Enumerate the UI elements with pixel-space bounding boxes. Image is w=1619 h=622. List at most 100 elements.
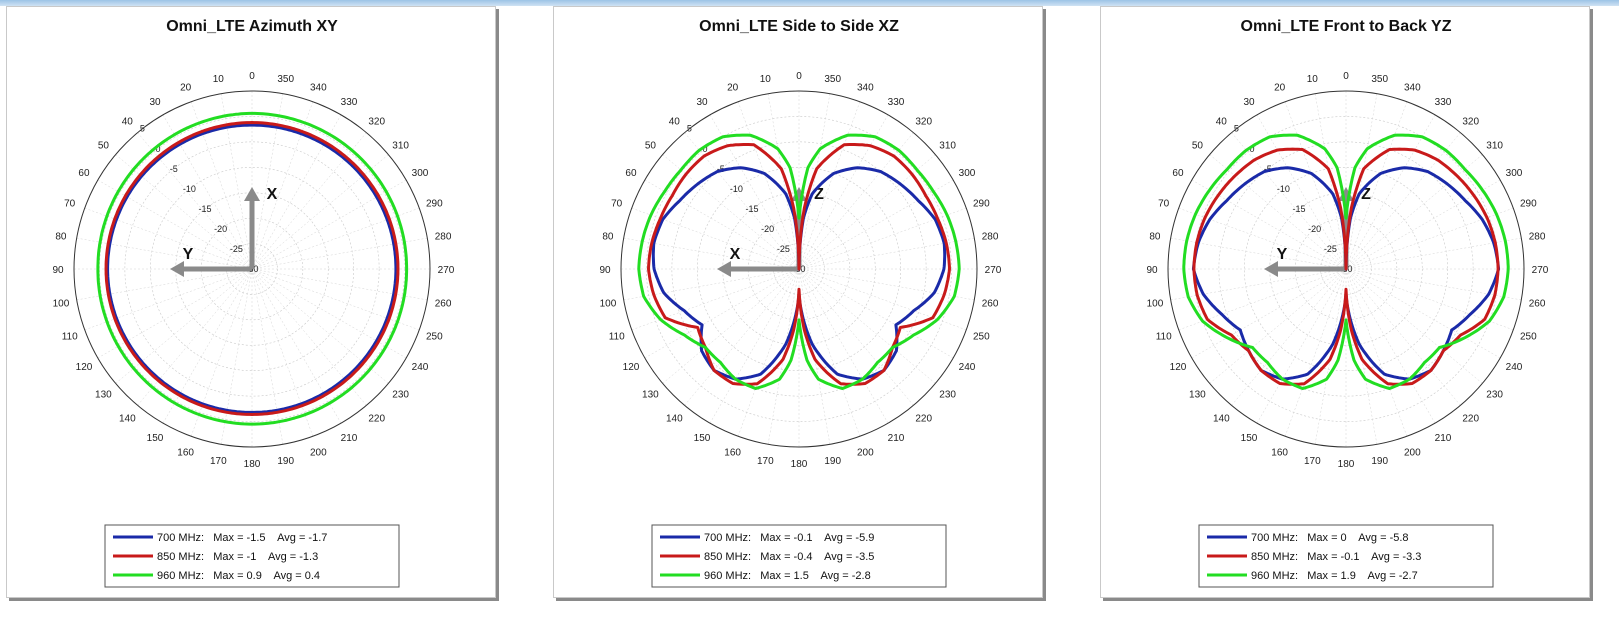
radial-label: -10 xyxy=(730,184,743,194)
axis-arrow-head xyxy=(791,187,807,201)
angle-label: 340 xyxy=(310,83,327,94)
grid-spoke xyxy=(1191,268,1347,359)
angle-label: 0 xyxy=(1343,71,1349,82)
axis-arrow-label: X xyxy=(730,246,741,263)
series-line-960-mhz xyxy=(637,133,961,390)
chart-panel-front-yz: Omni_LTE Front to Back YZ 0 10 20 30 40 50 60 70… xyxy=(1100,6,1590,598)
grid-spoke xyxy=(798,154,936,270)
radial-label: -15 xyxy=(199,204,212,214)
grid-spoke xyxy=(97,179,253,270)
grid-spoke xyxy=(798,268,861,437)
angle-label: 260 xyxy=(435,299,452,310)
legend-entry: 850 MHz: Max = -0.4 Avg = -3.5 xyxy=(704,551,874,563)
angle-label: 170 xyxy=(1304,456,1321,467)
grid-spoke xyxy=(1345,268,1461,406)
angle-label: 190 xyxy=(824,456,841,467)
angle-label: 40 xyxy=(669,116,681,127)
legend-entry: 700 MHz: Max = -0.1 Avg = -5.9 xyxy=(704,532,874,544)
series-line-850-mhz xyxy=(1192,147,1500,386)
grid-spoke xyxy=(1231,268,1347,406)
angle-label: 270 xyxy=(1532,265,1549,276)
angle-label: 240 xyxy=(1506,362,1523,373)
angle-label: 110 xyxy=(62,331,78,342)
angle-label: 90 xyxy=(599,265,611,276)
legend: 700 MHz: Max = -1.5 Avg = -1.7 850 MHz: M… xyxy=(104,524,400,588)
angle-label: 120 xyxy=(1170,362,1187,373)
angle-label: 150 xyxy=(1241,433,1258,444)
grid-spoke xyxy=(1256,268,1347,424)
radial-label: -25 xyxy=(1324,244,1337,254)
grid-spoke xyxy=(798,179,954,270)
angle-label: 140 xyxy=(1213,414,1230,425)
angle-label: 330 xyxy=(1435,97,1452,108)
polar-grid xyxy=(73,90,431,448)
angle-label: 180 xyxy=(1338,459,1355,470)
series-line-850-mhz xyxy=(647,143,951,386)
legend-entry: 700 MHz: Max = 0 Avg = -5.8 xyxy=(1251,532,1409,544)
radial-label: -5 xyxy=(1264,164,1272,174)
grid-ring xyxy=(747,217,851,321)
grid-ring xyxy=(200,217,304,321)
angle-label: 50 xyxy=(98,140,110,151)
angle-label: 210 xyxy=(341,433,358,444)
angle-label: 320 xyxy=(915,116,932,127)
angle-label: 210 xyxy=(1435,433,1452,444)
chart-panel-side-xz: Omni_LTE Side to Side XZ 0 10 20 30 40 50 60 70 8… xyxy=(553,6,1043,598)
angle-label: 60 xyxy=(625,168,637,179)
angle-label: 200 xyxy=(857,447,874,458)
axis-arrow-head xyxy=(1338,187,1354,201)
outer-ring xyxy=(620,90,978,448)
radial-label: -25 xyxy=(230,244,243,254)
grid-spoke xyxy=(709,114,800,270)
grid-spoke xyxy=(115,154,253,270)
grid-spoke xyxy=(1170,268,1347,301)
grid-spoke xyxy=(251,93,284,270)
grid-spoke xyxy=(798,114,889,270)
axis-arrow-head xyxy=(170,261,184,277)
angle-label: 260 xyxy=(982,299,999,310)
radial-label: -20 xyxy=(761,224,774,234)
angle-label: 130 xyxy=(1189,390,1206,401)
grid-spoke xyxy=(1170,237,1347,270)
angle-label: 130 xyxy=(95,390,112,401)
angle-label: 300 xyxy=(412,168,429,179)
angle-label: 30 xyxy=(149,97,161,108)
angle-label: 20 xyxy=(727,83,739,94)
grid-spoke xyxy=(1209,154,1347,270)
angle-label: 30 xyxy=(696,97,708,108)
series-line-960-mhz xyxy=(96,111,409,426)
polar-chart-2: Omni_LTE Side to Side XZ0102030405060708… xyxy=(599,18,1002,588)
grid-spoke xyxy=(1345,93,1378,270)
grid-spoke xyxy=(1345,154,1483,270)
angle-label: 50 xyxy=(645,140,657,151)
grid-spoke xyxy=(644,268,800,359)
angle-label: 300 xyxy=(1506,168,1523,179)
grid-spoke xyxy=(1191,179,1347,270)
angle-label: 20 xyxy=(180,83,192,94)
angle-label: 70 xyxy=(1158,199,1170,210)
legend-entry: 960 MHz: Max = 0.9 Avg = 0.4 xyxy=(157,570,320,582)
grid-spoke xyxy=(251,114,342,270)
legend-entry: 960 MHz: Max = 1.9 Avg = -2.7 xyxy=(1251,570,1418,582)
angle-label: 280 xyxy=(982,231,999,242)
grid-spoke xyxy=(162,268,253,424)
angle-label: 140 xyxy=(666,414,683,425)
radial-label: 5 xyxy=(140,124,145,134)
angle-label: 120 xyxy=(76,362,93,373)
grid-spoke xyxy=(162,114,253,270)
angle-label: 290 xyxy=(973,199,990,210)
grid-spoke xyxy=(798,268,954,359)
angle-label: 100 xyxy=(1147,299,1164,310)
grid-spoke xyxy=(798,268,936,384)
angle-label: 70 xyxy=(64,199,76,210)
angle-label: 350 xyxy=(824,74,841,85)
radial-label: -20 xyxy=(1308,224,1321,234)
angle-label: 260 xyxy=(1529,299,1546,310)
angle-label: 150 xyxy=(147,433,164,444)
grid-spoke xyxy=(220,93,253,270)
legend-box xyxy=(651,524,947,588)
top-gradient-bar xyxy=(0,0,1619,6)
grid-spoke xyxy=(1345,268,1501,359)
angle-label: 110 xyxy=(1156,331,1172,342)
angle-label: 10 xyxy=(760,74,772,85)
